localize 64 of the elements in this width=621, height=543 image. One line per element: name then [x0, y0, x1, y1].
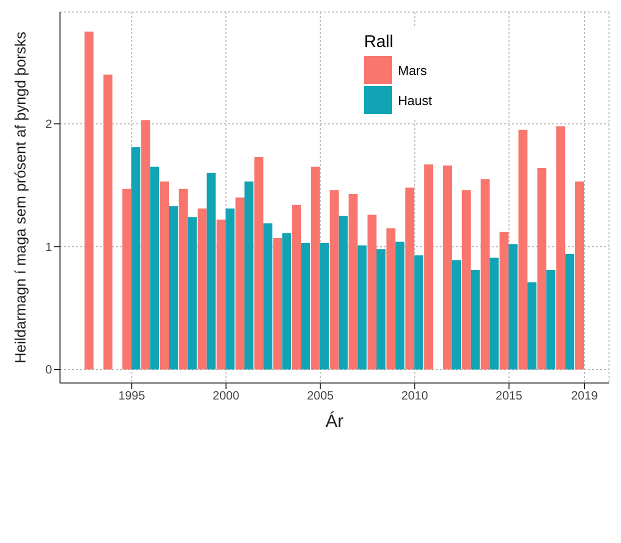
bar [414, 255, 424, 370]
bar [376, 249, 386, 370]
y-tick-label: 2 [45, 117, 52, 132]
bar [537, 168, 546, 370]
x-tick-label: 2010 [401, 388, 428, 403]
bar [500, 232, 509, 370]
bar [575, 182, 584, 370]
legend-label: Haust [398, 92, 432, 108]
bar [206, 172, 216, 370]
bar [518, 130, 528, 370]
bar [254, 156, 264, 370]
bar [216, 220, 226, 370]
bar [565, 254, 574, 370]
bar [310, 166, 320, 370]
x-tick-label: 1995 [118, 388, 146, 403]
bar [103, 74, 112, 370]
bar [462, 190, 471, 370]
bar [301, 242, 310, 370]
bar [131, 147, 140, 370]
bar [150, 166, 160, 370]
bar [386, 228, 396, 370]
bar [122, 188, 132, 370]
bar [452, 260, 461, 370]
bar [358, 245, 367, 370]
bar [348, 194, 358, 370]
bar [480, 179, 490, 370]
bar [198, 208, 207, 370]
bar [546, 270, 556, 370]
legend-label: Mars [398, 62, 427, 78]
bar [442, 166, 452, 370]
bar [141, 120, 150, 370]
y-axis-title: Heildarmagn í maga sem prósent af þyngd þorsks [12, 32, 30, 364]
x-tick-label: 2019 [571, 388, 598, 403]
bar [395, 242, 404, 370]
bar [160, 182, 169, 370]
bar [424, 164, 434, 370]
bar [508, 244, 518, 370]
bar [338, 216, 348, 370]
bar [263, 223, 272, 370]
x-tick-label: 2000 [212, 388, 240, 403]
bar [226, 208, 235, 370]
x-tick-label: 2015 [496, 388, 523, 403]
bar [188, 217, 197, 370]
legend-title: Rall [364, 32, 394, 52]
bar [527, 282, 536, 370]
bar [556, 126, 566, 370]
bar [490, 258, 499, 370]
y-tick-label: 0 [45, 362, 52, 377]
x-tick-label: 2005 [307, 388, 334, 403]
bar [470, 270, 480, 370]
x-axis-title: Ár [326, 411, 344, 431]
bar [244, 182, 254, 370]
bar [320, 242, 329, 370]
bar [368, 214, 377, 370]
bar [292, 204, 302, 370]
bar [282, 233, 292, 370]
bar [405, 188, 414, 370]
y-tick-label: 1 [45, 240, 52, 254]
bar [84, 32, 94, 370]
bar [273, 238, 282, 370]
bar [178, 188, 188, 370]
bar [168, 206, 178, 370]
bar [235, 198, 244, 370]
bar [330, 190, 339, 370]
